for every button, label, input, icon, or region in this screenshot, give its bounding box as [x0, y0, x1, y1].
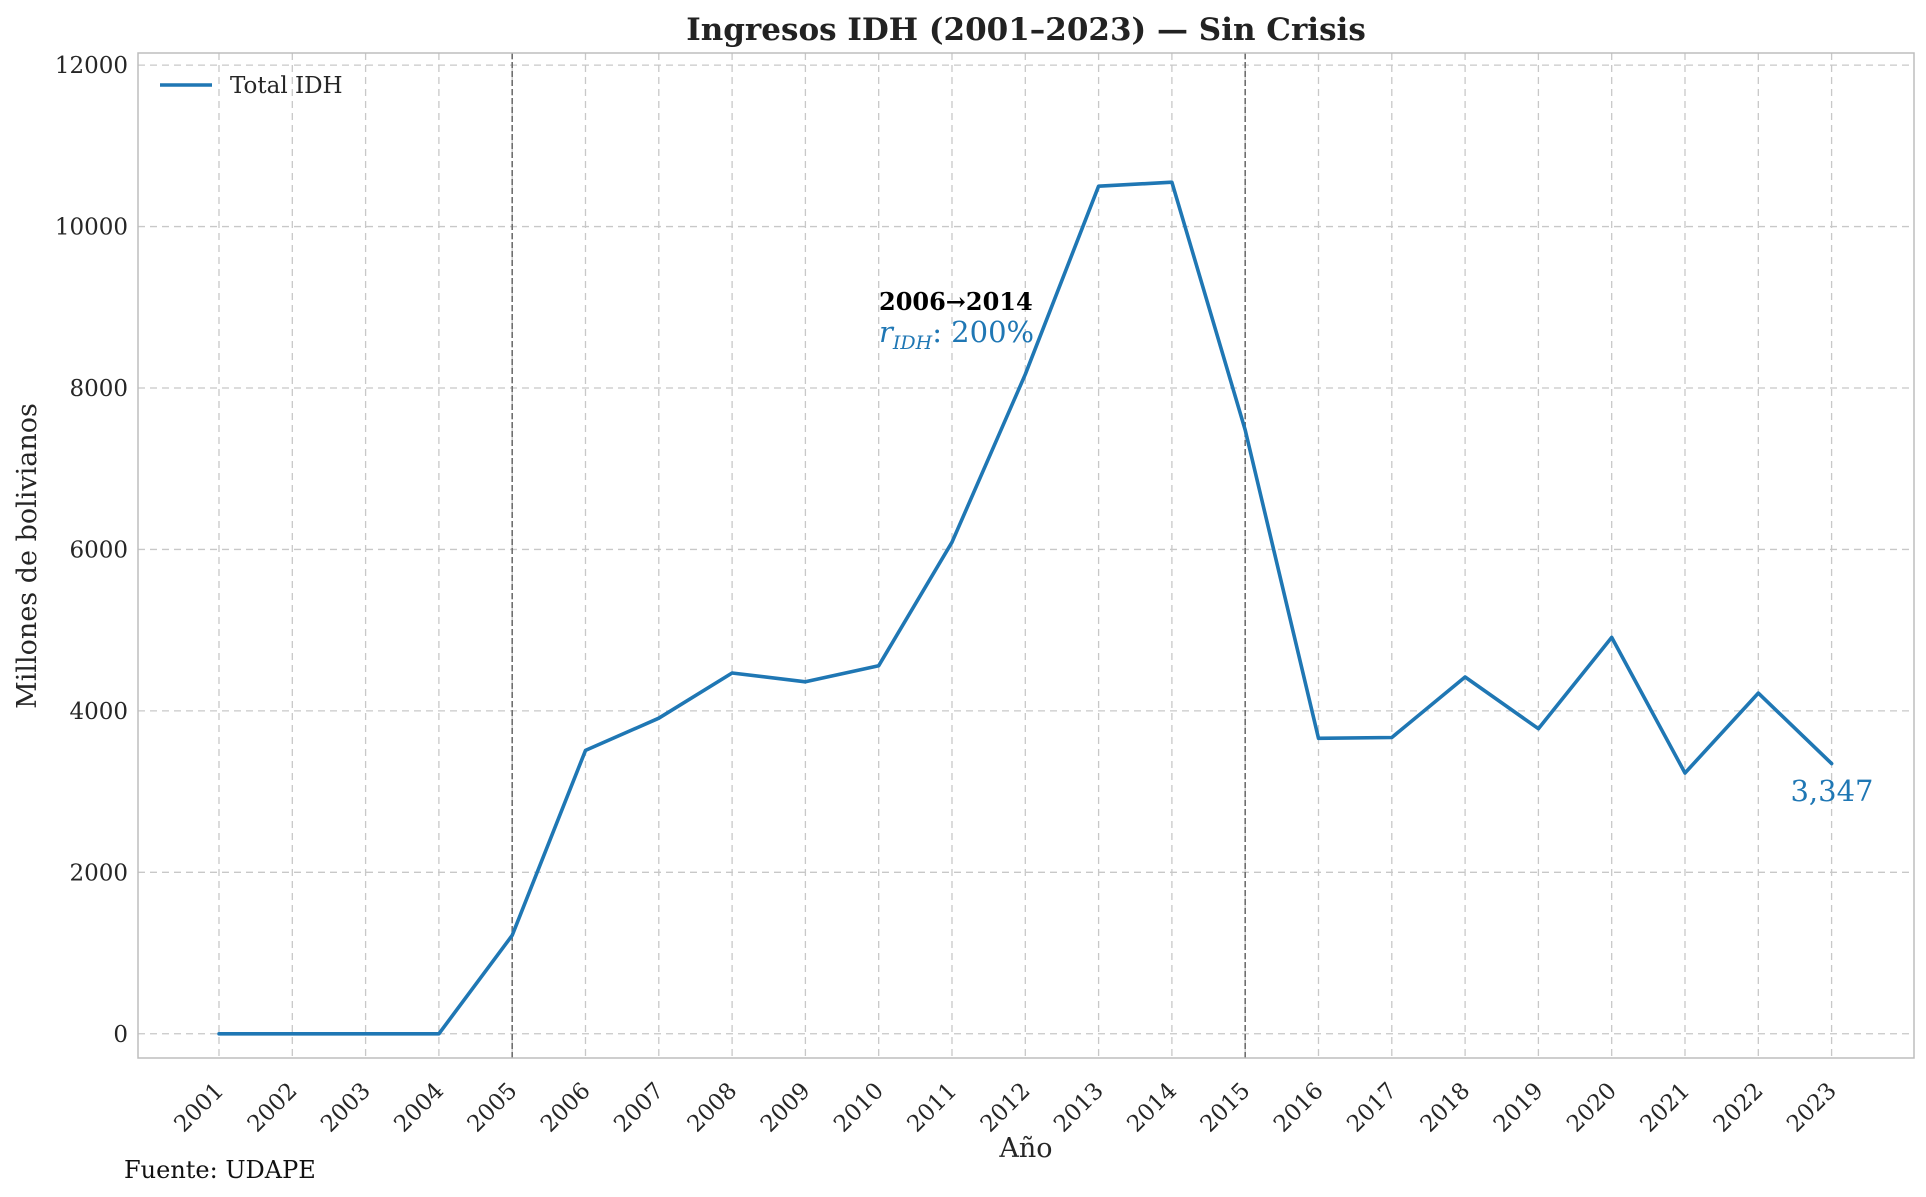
annotation-rate-sub: IDH [892, 332, 933, 354]
legend-label-total-idh: Total IDH [230, 73, 343, 99]
x-tick-label: 2022 [1709, 1078, 1769, 1138]
x-tick-label: 2011 [902, 1078, 962, 1138]
y-tick-label: 10000 [55, 215, 128, 241]
x-tick-label: 2010 [829, 1078, 889, 1138]
source-note: Fuente: UDAPE [124, 1156, 316, 1184]
x-tick-label: 2014 [1122, 1078, 1182, 1138]
x-tick-label: 2023 [1782, 1078, 1842, 1138]
x-tick-label: 2007 [609, 1078, 669, 1138]
series-layer [217, 180, 1834, 1036]
annotation-rate-value: : 200% [932, 315, 1034, 349]
x-tick-label: 2003 [316, 1078, 376, 1138]
legend: Total IDH [160, 73, 343, 99]
y-axis-label: Millones de bolivianos [12, 403, 43, 709]
x-tick-label: 2018 [1416, 1078, 1476, 1138]
reference-lines [511, 53, 1246, 1058]
y-tick-label: 4000 [69, 699, 128, 725]
y-tick-label: 12000 [55, 53, 128, 79]
x-tick-label: 2008 [683, 1078, 743, 1138]
x-tick-label: 2004 [389, 1078, 449, 1138]
chart-title: Ingresos IDH (2001–2023) — Sin Crisis [686, 12, 1366, 48]
tick-labels: 2001 2002 2003 2004 2005 2006 2007 2008 2009 2010… [55, 53, 1842, 1138]
x-tick-label: 2017 [1342, 1078, 1402, 1138]
x-tick-label: 2005 [463, 1078, 523, 1138]
x-tick-label: 2016 [1269, 1078, 1329, 1138]
annotation-rate: rIDH: 200% [879, 315, 1034, 354]
x-tick-label: 2006 [536, 1078, 596, 1138]
x-tick-label: 2015 [1196, 1078, 1256, 1138]
x-tick-label: 2021 [1635, 1078, 1695, 1138]
y-tick-label: 6000 [69, 537, 128, 563]
y-tick-label: 8000 [69, 376, 128, 402]
x-tick-label: 2020 [1562, 1078, 1622, 1138]
x-tick-label: 2019 [1489, 1078, 1549, 1138]
plot-frame [137, 52, 1915, 1059]
y-tick-label: 0 [113, 1022, 128, 1048]
x-tick-label: 2002 [243, 1078, 303, 1138]
annotation-rate-var: r [879, 315, 895, 349]
y-tick-label: 2000 [69, 860, 128, 886]
x-axis-label: Año [998, 1133, 1052, 1164]
x-tick-label: 2001 [169, 1078, 229, 1138]
x-tick-label: 2012 [976, 1078, 1036, 1138]
series-line-total-idh [217, 180, 1834, 1036]
annotation-period: 2006→2014 [879, 287, 1033, 316]
end-value-label: 3,347 [1790, 774, 1873, 808]
grid [138, 53, 1914, 1058]
x-tick-label: 2009 [756, 1078, 816, 1138]
x-tick-label: 2013 [1049, 1078, 1109, 1138]
